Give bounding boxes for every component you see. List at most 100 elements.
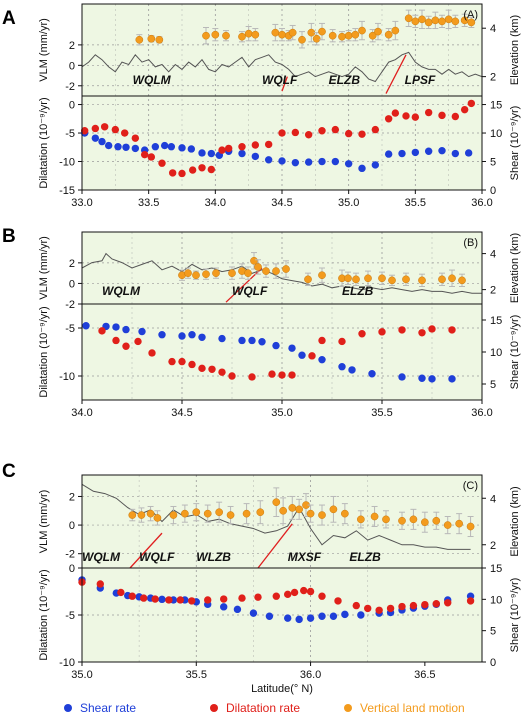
vlm-point	[155, 35, 164, 44]
fault-label: WLZB	[196, 550, 231, 564]
elevation-tick-label: 2	[490, 540, 496, 552]
shear-tick-label: 15	[490, 563, 502, 575]
dilatation-rate-point	[428, 325, 436, 333]
shear-rate-point	[248, 336, 256, 345]
shear-tick-label: 0	[490, 657, 496, 669]
vlm-point	[304, 275, 312, 284]
vlm-point	[128, 511, 137, 519]
vlm-point	[431, 16, 440, 25]
vlm-point	[192, 271, 200, 280]
shear-tick-label: 0	[490, 185, 496, 197]
vlm-point	[256, 508, 265, 517]
fault-line	[385, 54, 407, 94]
fault-label: WQLF	[139, 550, 175, 564]
shear-rate-point	[114, 143, 122, 151]
dilatation-rate-point	[448, 326, 456, 334]
shear-rate-point	[398, 149, 406, 158]
x-tick-label: 36.0	[471, 197, 492, 209]
dilatation-rate-point	[80, 127, 89, 135]
vlm-point	[306, 509, 315, 518]
vlm-point	[153, 514, 162, 522]
vlm-tick-label: 2	[69, 258, 75, 270]
vlm-point	[351, 30, 360, 39]
shear-rate-point	[341, 610, 349, 619]
fault-line	[281, 76, 288, 92]
dilatation-rate-point	[278, 129, 286, 137]
panel-letter: A	[2, 8, 16, 29]
fault-label: WQLM	[82, 550, 121, 564]
vlm-point	[318, 27, 326, 36]
vlm-point	[298, 35, 306, 44]
fault-label: WQLF	[232, 284, 268, 298]
shear-rate-point	[464, 149, 473, 157]
shear-rate-point	[188, 331, 196, 339]
x-tick-label: 33.5	[138, 197, 159, 209]
shear-rate-point	[371, 161, 380, 169]
dilatation-rate-point	[111, 125, 120, 134]
vlm-point	[295, 505, 303, 514]
dilatation-rate-point	[318, 592, 326, 600]
shear-rate-point	[348, 366, 356, 374]
vlm-point	[388, 276, 396, 285]
shear-rate-point	[112, 323, 120, 331]
panel-letter: C	[2, 461, 16, 482]
dilatation-rate-point	[178, 357, 186, 366]
legend-label-vlm: Vertical land motion	[360, 701, 465, 715]
dilatation-rate-point	[208, 365, 216, 373]
dilatation-rate-point	[220, 595, 228, 603]
dilatation-rate-point	[120, 129, 129, 137]
dilatation-rate-point	[421, 600, 429, 609]
shear-axis-title: Shear (10⁻⁹/yr)	[509, 106, 521, 181]
vlm-point	[250, 256, 258, 265]
vlm-point	[226, 511, 235, 519]
shear-axis-title: Shear (10⁻⁹/yr)	[509, 578, 521, 653]
vlm-tick-label: 0	[69, 60, 75, 72]
shear-rate-point	[198, 149, 206, 157]
dilatation-tick-label: -15	[59, 185, 75, 197]
x-tick-label: 35.5	[186, 669, 207, 681]
vlm-axis-title: VLM (mm/yr)	[38, 490, 50, 554]
vlm-point	[279, 506, 287, 515]
elevation-profile-line	[81, 483, 471, 550]
shear-rate-point	[220, 603, 228, 611]
dilatation-rate-point	[278, 371, 286, 379]
shear-rate-point	[160, 141, 169, 150]
dilatation-rate-point	[117, 588, 125, 597]
shear-rate-point	[418, 374, 426, 382]
fault-label: ELZB	[349, 550, 381, 564]
dilatation-rate-point	[165, 596, 173, 604]
elevation-tick-label: 2	[490, 285, 496, 297]
x-tick-label: 36.5	[414, 669, 435, 681]
dilatation-rate-point	[122, 342, 130, 350]
panel-tag: (A)	[463, 9, 478, 21]
panel-tag: (C)	[463, 480, 478, 492]
vlm-point	[448, 274, 456, 283]
vlm-point	[147, 34, 156, 43]
elevation-profile-line	[81, 51, 483, 83]
vlm-point	[411, 17, 420, 26]
vlm-point	[370, 512, 379, 521]
shear-rate-point	[249, 609, 258, 617]
dilatation-rate-point	[158, 159, 166, 167]
x-tick-label: 35.5	[405, 197, 426, 209]
dilatation-rate-point	[218, 368, 226, 376]
shear-rate-point	[295, 615, 303, 624]
dilatation-rate-point	[238, 143, 246, 151]
vlm-point	[409, 515, 418, 524]
dilatation-rate-point	[224, 144, 233, 153]
shear-rate-point	[304, 158, 313, 166]
dilatation-rate-point	[318, 127, 326, 135]
fault-line	[129, 532, 163, 569]
fault-line	[257, 523, 293, 569]
vlm-point	[438, 17, 446, 26]
dilatation-rate-point	[398, 602, 406, 611]
vlm-point	[391, 26, 400, 35]
vlm-point	[318, 271, 326, 280]
shear-rate-point	[207, 149, 216, 158]
vlm-point	[262, 267, 270, 275]
dilatation-axis-title: Dilatation (10⁻⁹/yr)	[38, 97, 50, 188]
vlm-point	[135, 35, 144, 44]
vlm-point	[137, 511, 146, 519]
elevation-axis-title: Elevation (km)	[509, 233, 521, 303]
dilatation-rate-point	[466, 597, 475, 605]
